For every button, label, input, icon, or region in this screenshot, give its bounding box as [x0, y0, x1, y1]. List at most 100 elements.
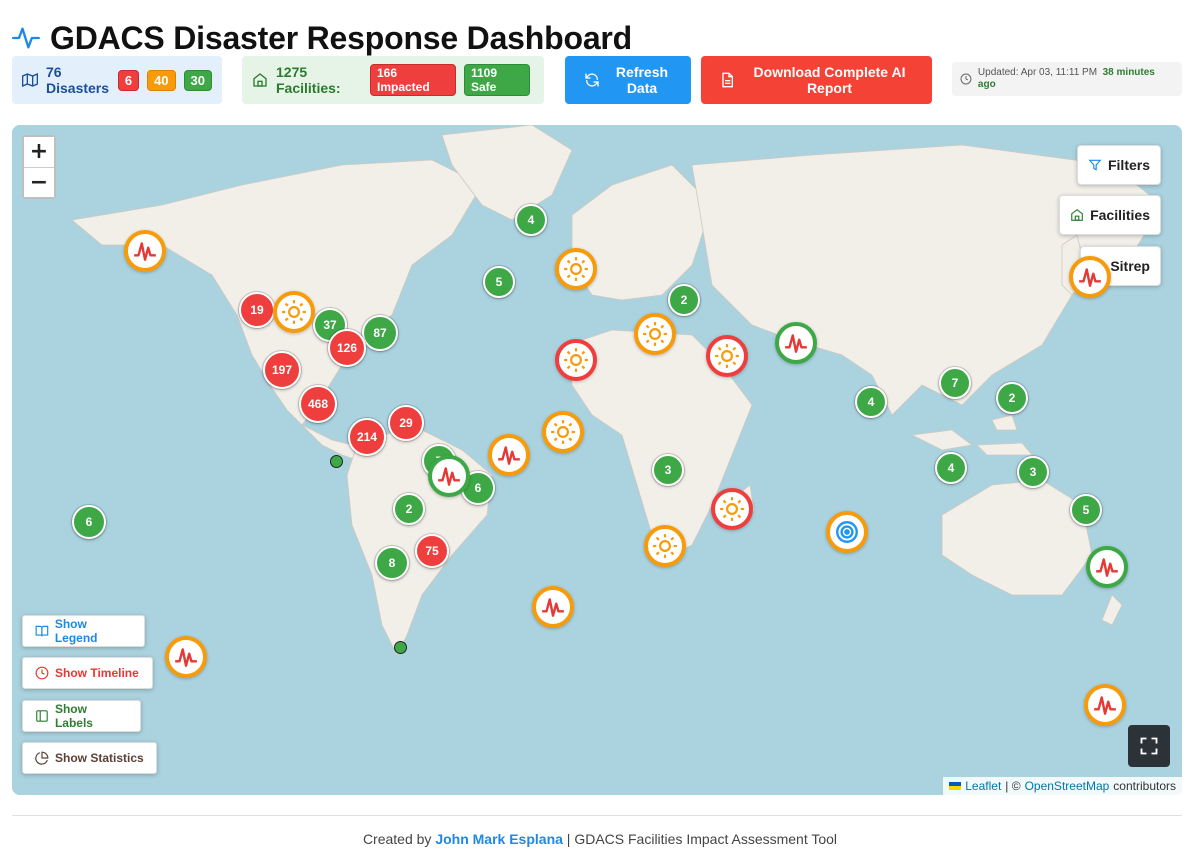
facility-marker[interactable]	[394, 641, 407, 654]
facility-cluster[interactable]: 197	[263, 351, 301, 389]
author-link[interactable]: John Mark Esplana	[435, 831, 563, 847]
disaster-map[interactable]: + − Filters Facilities Sitrep 4 5 2 19 3…	[12, 125, 1182, 795]
show-timeline-button[interactable]: Show Timeline	[22, 657, 153, 689]
home-icon	[1071, 208, 1083, 221]
sun-icon	[653, 534, 677, 558]
footer-prefix: Created by	[362, 831, 432, 847]
facility-cluster[interactable]: 4	[935, 452, 967, 484]
facility-cluster[interactable]: 19	[239, 292, 275, 328]
impacted-count: 166 Impacted	[370, 64, 456, 96]
facility-cluster[interactable]: 29	[388, 405, 424, 441]
filter-icon	[1088, 159, 1102, 171]
zoom-control: + −	[22, 135, 56, 199]
page-header: GDACS Disaster Response Dashboard	[12, 18, 632, 58]
facility-cluster[interactable]: 75	[415, 534, 449, 568]
facility-cluster[interactable]: 87	[362, 315, 398, 351]
show-legend-label: Show Legend	[54, 617, 98, 645]
facility-cluster[interactable]: 468	[299, 385, 337, 423]
show-labels-label: Show Labels	[54, 702, 93, 730]
show-legend-button[interactable]: Show Legend	[22, 615, 145, 647]
ukraine-flag-icon	[949, 782, 962, 790]
show-labels-button[interactable]: Show Labels	[22, 700, 141, 732]
facility-cluster[interactable]: 6	[72, 505, 106, 539]
filters-button[interactable]: Filters	[1077, 145, 1161, 185]
facility-cluster[interactable]: 5	[483, 266, 515, 298]
last-updated: Updated: Apr 03, 11:11 PM 38 minutes ago	[952, 62, 1182, 96]
home-icon	[253, 73, 267, 87]
facility-cluster[interactable]: 3	[1017, 456, 1049, 488]
facility-cluster[interactable]: 214	[348, 418, 386, 456]
fullscreen-button[interactable]	[1128, 725, 1170, 767]
earthquake-icon	[1079, 268, 1101, 287]
zoom-out-button[interactable]: −	[24, 167, 54, 197]
map-icon	[22, 72, 38, 88]
drought-event-marker[interactable]	[273, 291, 315, 333]
drought-event-marker[interactable]	[644, 525, 686, 567]
facility-cluster[interactable]: 2	[996, 382, 1028, 414]
facility-cluster[interactable]: 7	[939, 367, 971, 399]
facility-cluster[interactable]: 8	[375, 546, 409, 580]
show-statistics-label: Show Statistics	[55, 751, 144, 765]
earthquake-icon	[134, 242, 156, 261]
refresh-icon	[585, 73, 599, 87]
earthquake-event-marker[interactable]	[124, 230, 166, 272]
page-title: GDACS Disaster Response Dashboard	[50, 19, 633, 56]
filters-label: Filters	[1107, 157, 1150, 173]
earthquake-icon	[1096, 558, 1118, 577]
cyclone-event-marker[interactable]	[826, 511, 868, 553]
drought-event-marker[interactable]	[542, 411, 584, 453]
earthquake-event-marker[interactable]	[1069, 256, 1111, 298]
cyclone-icon	[836, 521, 858, 543]
attribution-suffix: contributors	[1113, 779, 1176, 793]
drought-event-marker[interactable]	[711, 488, 753, 530]
openstreetmap-link[interactable]: OpenStreetMap	[1024, 779, 1110, 793]
earthquake-icon	[498, 446, 520, 465]
facility-cluster[interactable]: 5	[1070, 494, 1102, 526]
clock-icon	[960, 73, 972, 85]
earthquake-icon	[438, 467, 460, 486]
facility-cluster[interactable]: 3	[652, 454, 684, 486]
clock-icon	[35, 666, 49, 680]
sun-icon	[715, 344, 739, 368]
drought-event-marker[interactable]	[555, 339, 597, 381]
facility-cluster[interactable]: 4	[515, 204, 547, 236]
earthquake-icon	[1094, 696, 1116, 715]
facilities-button[interactable]: Facilities	[1059, 195, 1161, 235]
earthquake-event-marker[interactable]	[488, 434, 530, 476]
document-icon	[721, 72, 733, 88]
download-report-button[interactable]: Download Complete AI Report	[701, 56, 932, 104]
updated-ago: 38 minutes ago	[977, 67, 1155, 90]
earthquake-event-marker[interactable]	[165, 636, 207, 678]
safe-count: 1109 Safe	[464, 64, 530, 96]
footer: Created by John Mark Esplana | GDACS Fac…	[0, 831, 1200, 847]
facility-cluster[interactable]: 2	[393, 493, 425, 525]
orange-alert-count: 40	[147, 69, 176, 91]
refresh-data-button[interactable]: Refresh Data	[565, 56, 691, 104]
leaflet-link[interactable]: Leaflet	[965, 779, 1002, 793]
fullscreen-icon	[1140, 737, 1158, 755]
facility-cluster[interactable]: 2	[668, 284, 700, 316]
zoom-in-button[interactable]: +	[24, 137, 54, 167]
world-basemap[interactable]	[12, 125, 1182, 795]
sidebar-icon	[36, 710, 48, 722]
earthquake-event-marker[interactable]	[1086, 546, 1128, 588]
earthquake-event-marker[interactable]	[1084, 684, 1126, 726]
facility-cluster[interactable]: 4	[855, 386, 887, 418]
sitrep-label: Sitrep	[1110, 258, 1150, 274]
drought-event-marker[interactable]	[634, 313, 676, 355]
facilities-summary: 1275 Facilities: 166 Impacted 1109 Safe	[242, 56, 544, 104]
earthquake-event-marker[interactable]	[428, 455, 470, 497]
facility-cluster[interactable]: 126	[328, 329, 366, 367]
disasters-summary: 76 Disasters 6 40 30	[12, 56, 222, 104]
sun-icon	[720, 497, 744, 521]
sun-icon	[643, 322, 667, 346]
earthquake-icon	[175, 648, 197, 667]
facility-marker[interactable]	[330, 455, 343, 468]
show-statistics-button[interactable]: Show Statistics	[22, 742, 157, 774]
facilities-count: 1275 Facilities:	[276, 64, 341, 96]
earthquake-event-marker[interactable]	[532, 586, 574, 628]
facilities-label: Facilities	[1090, 207, 1150, 223]
drought-event-marker[interactable]	[706, 335, 748, 377]
drought-event-marker[interactable]	[555, 248, 597, 290]
earthquake-event-marker[interactable]	[775, 322, 817, 364]
